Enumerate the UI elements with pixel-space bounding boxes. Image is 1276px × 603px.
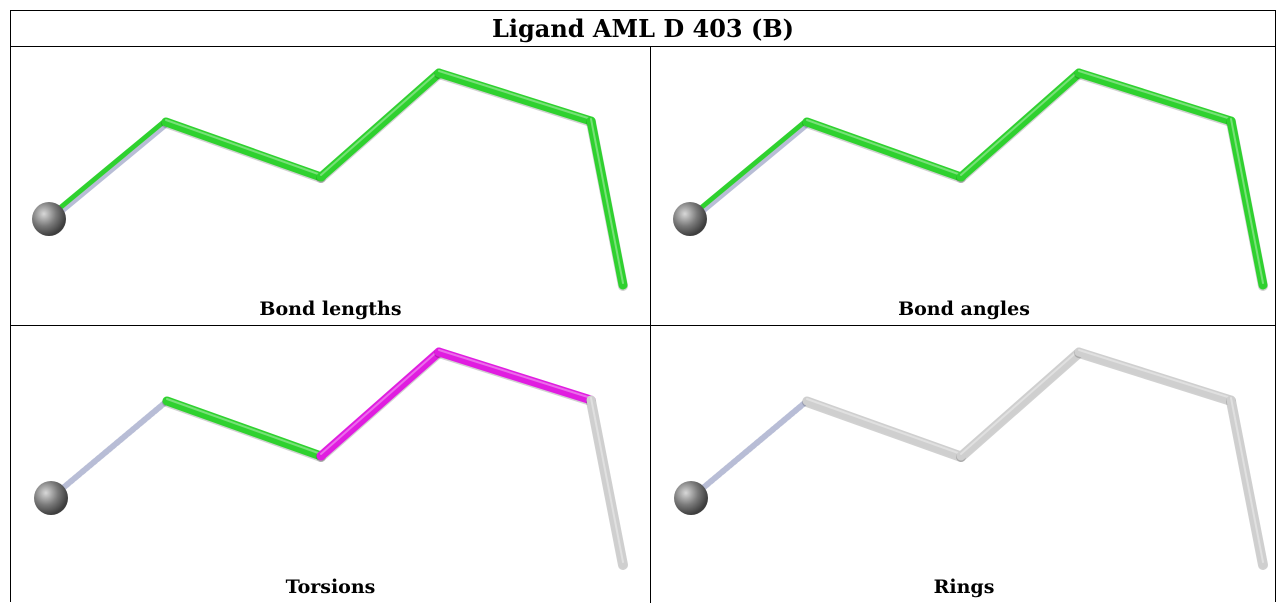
bond-4 bbox=[434, 68, 596, 126]
bond-highlight bbox=[1078, 70, 1232, 120]
bond-4 bbox=[434, 347, 596, 405]
ligand-stick-model bbox=[674, 347, 1268, 570]
caption-bond-lengths: Bond lengths bbox=[259, 298, 402, 320]
bond-1 bbox=[48, 398, 170, 501]
bond-1-inner bbox=[690, 122, 811, 223]
caption-rings: Rings bbox=[933, 576, 995, 598]
bond-5 bbox=[586, 395, 628, 569]
atom-sphere bbox=[34, 481, 68, 515]
bond-1 bbox=[688, 398, 810, 501]
bond-2 bbox=[802, 117, 966, 182]
bond-3 bbox=[316, 68, 444, 182]
bond-highlight bbox=[960, 349, 1080, 455]
bond-highlight bbox=[806, 398, 962, 455]
bond-1-outer bbox=[686, 118, 811, 223]
bond-highlight bbox=[590, 118, 624, 284]
atom-sphere bbox=[32, 202, 66, 236]
bond-1-outer bbox=[45, 118, 170, 223]
bond-highlight bbox=[320, 349, 440, 455]
figure-frame: Ligand AML D 403 (B) Bond lengths Bond a… bbox=[10, 10, 1276, 603]
atom-sphere bbox=[674, 481, 708, 515]
figure-title: Ligand AML D 403 (B) bbox=[11, 11, 1275, 47]
bond-5 bbox=[586, 116, 628, 290]
horizontal-divider bbox=[11, 325, 1275, 326]
bond-3 bbox=[956, 347, 1084, 461]
bond-highlight bbox=[438, 70, 592, 120]
ligand-stick-model bbox=[673, 68, 1268, 291]
bond-3 bbox=[956, 68, 1084, 182]
bond-highlight bbox=[806, 119, 962, 176]
bond-4 bbox=[1074, 68, 1236, 126]
bond-5 bbox=[1226, 116, 1268, 290]
bond-highlight bbox=[166, 398, 322, 455]
bond-highlight bbox=[1230, 397, 1264, 563]
bond-4 bbox=[1074, 347, 1236, 405]
ligand-stick-model bbox=[32, 68, 628, 291]
bond-highlight bbox=[590, 397, 624, 563]
caption-torsions: Torsions bbox=[285, 576, 376, 598]
panel-torsions: Torsions bbox=[11, 326, 650, 603]
bond-2 bbox=[161, 117, 326, 182]
bond-highlight bbox=[1078, 349, 1232, 399]
panel-bond-angles: Bond angles bbox=[651, 47, 1276, 325]
panel-bond-lengths: Bond lengths bbox=[11, 47, 650, 325]
bond-highlight bbox=[960, 70, 1080, 176]
bond-highlight bbox=[1230, 118, 1264, 284]
bond-highlight bbox=[438, 349, 592, 399]
bond-2 bbox=[162, 396, 326, 461]
bond-3 bbox=[316, 347, 444, 461]
bond-highlight bbox=[165, 119, 322, 176]
bond-highlight bbox=[320, 70, 440, 176]
panel-rings: Rings bbox=[651, 326, 1276, 603]
bond-1-inner bbox=[49, 122, 170, 223]
bond-5 bbox=[1226, 395, 1268, 569]
ligand-stick-model bbox=[34, 347, 628, 570]
atom-sphere bbox=[673, 202, 707, 236]
caption-bond-angles: Bond angles bbox=[898, 298, 1030, 320]
bond-2 bbox=[802, 396, 966, 461]
